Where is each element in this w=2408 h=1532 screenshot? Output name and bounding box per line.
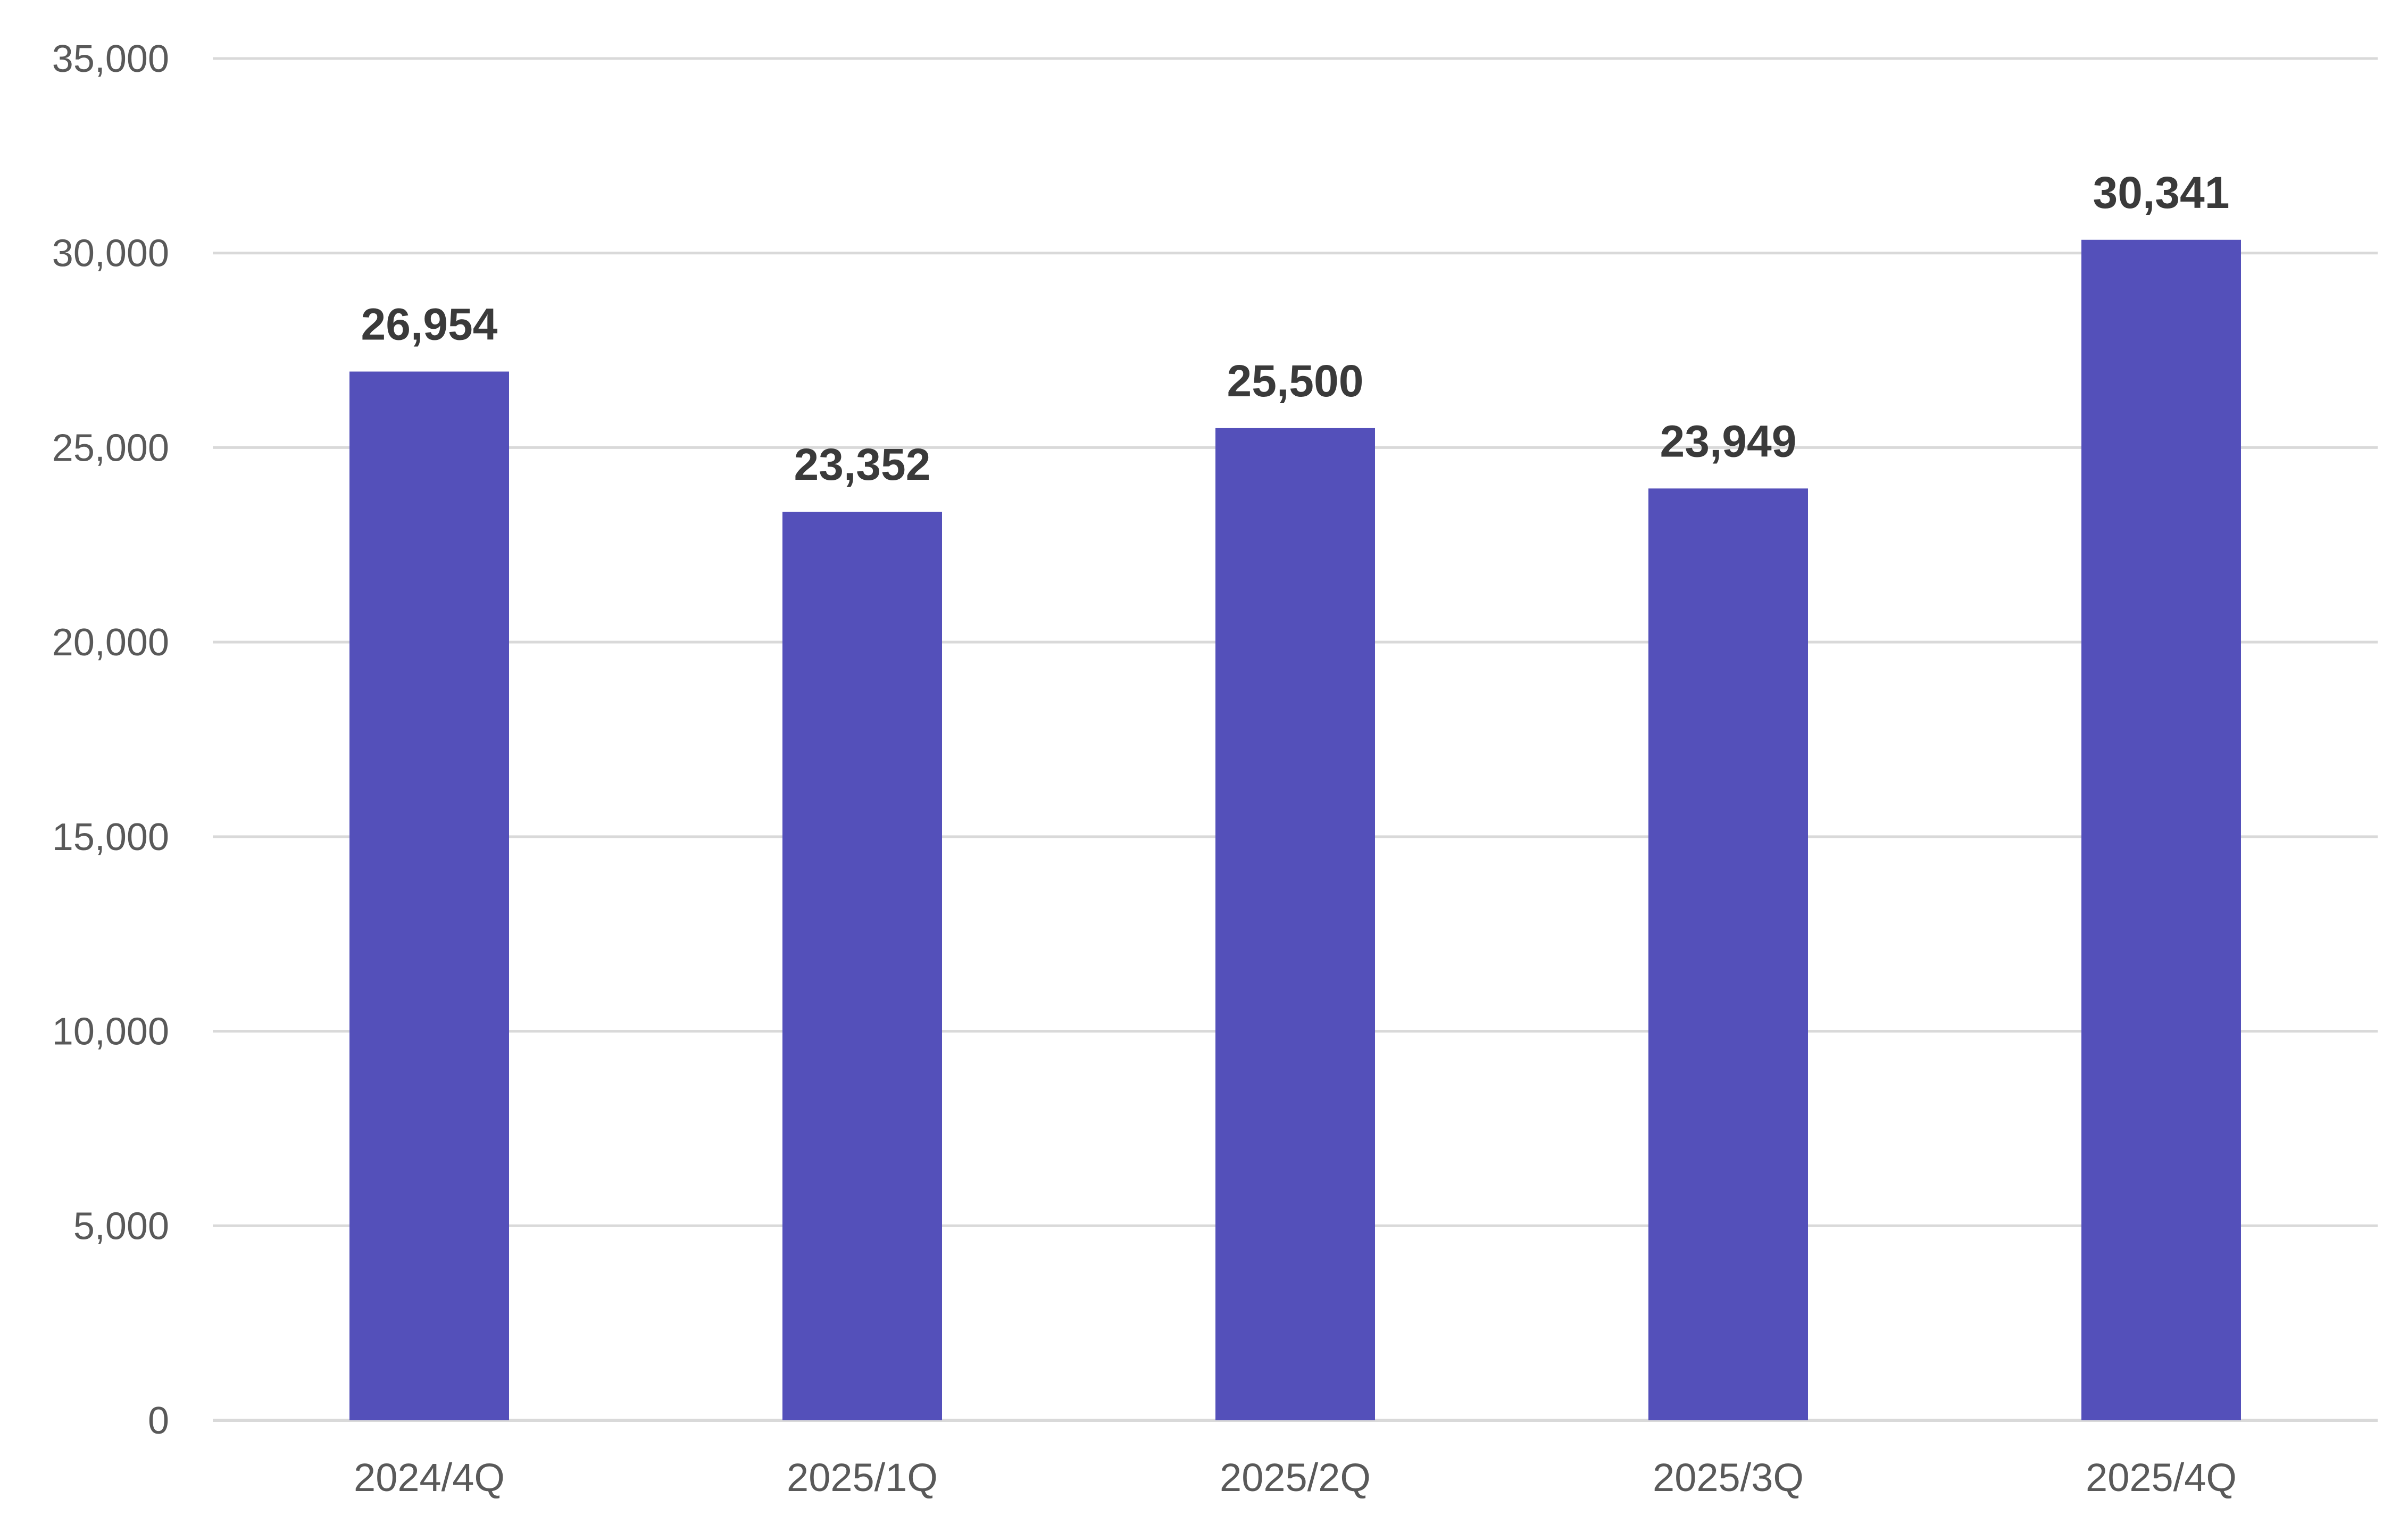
y-tick-label: 10,000 [52, 1011, 169, 1053]
x-axis-tick-labels: 2024/4Q 2025/1Q 2025/2Q 2025/3Q 2025/4Q [354, 1455, 2237, 1500]
y-tick-label: 20,000 [52, 621, 169, 664]
data-label: 23,352 [794, 439, 931, 489]
x-tick-label: 2024/4Q [354, 1455, 505, 1500]
bar [349, 371, 509, 1420]
bar [1215, 428, 1375, 1420]
y-tick-label: 5,000 [73, 1205, 169, 1247]
y-tick-label: 15,000 [52, 816, 169, 859]
x-tick-label: 2025/1Q [787, 1455, 938, 1500]
data-label: 25,500 [1227, 356, 1364, 406]
data-label: 30,341 [2093, 168, 2230, 218]
data-label: 26,954 [361, 299, 498, 349]
y-tick-label: 25,000 [52, 427, 169, 469]
y-tick-label: 35,000 [52, 38, 169, 80]
bar [2081, 239, 2241, 1421]
x-tick-label: 2025/3Q [1653, 1455, 1804, 1500]
bars [349, 239, 2241, 1421]
data-label: 23,949 [1660, 416, 1797, 466]
data-labels: 26,954 23,352 25,500 23,949 30,341 [361, 168, 2230, 489]
y-axis-tick-labels: 0 5,000 10,000 15,000 20,000 25,000 30,000 35,0… [52, 38, 169, 1442]
x-tick-label: 2025/4Q [2086, 1455, 2237, 1500]
y-tick-label: 30,000 [52, 232, 169, 275]
bar [782, 511, 942, 1420]
y-tick-label: 0 [148, 1400, 169, 1442]
x-tick-label: 2025/2Q [1220, 1455, 1371, 1500]
bar [1648, 488, 1808, 1420]
